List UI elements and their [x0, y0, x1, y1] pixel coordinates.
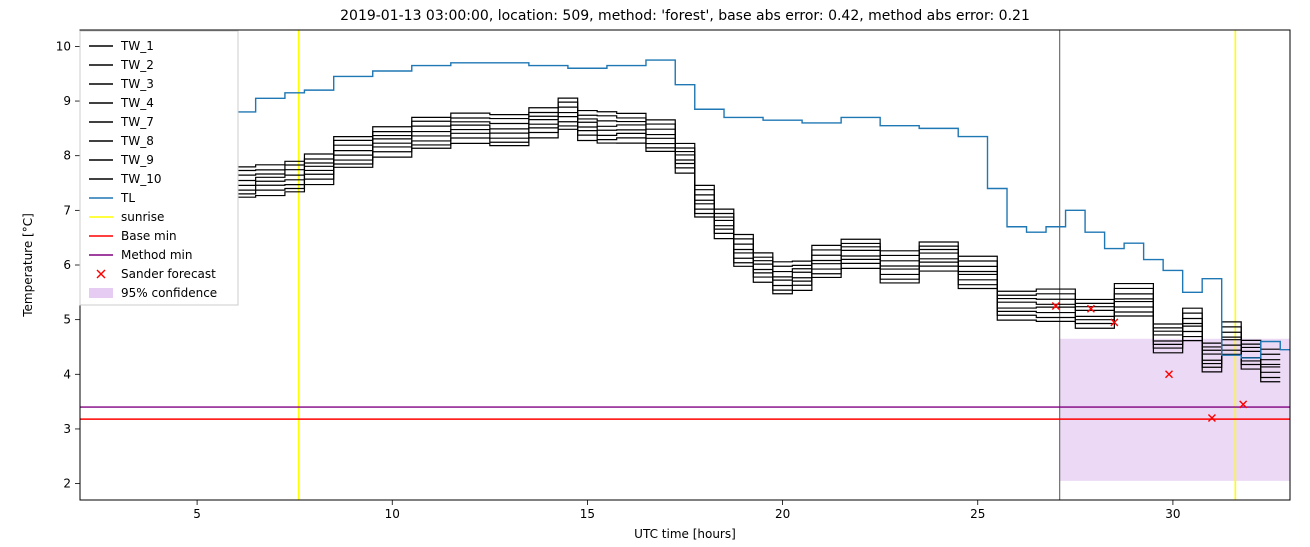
- xtick-label: 25: [970, 507, 985, 521]
- xtick-label: 5: [193, 507, 201, 521]
- chart-svg: 5 10 15 20 25 30 2 3 4 5 6 7 8 9 10 UTC time [hours] Tem…: [0, 0, 1310, 547]
- ytick-label: 5: [63, 313, 71, 327]
- ytick-label: 6: [63, 258, 71, 272]
- xtick-label: 15: [580, 507, 595, 521]
- legend-label-6: TW_9: [120, 153, 154, 167]
- legend-swatch-13: [89, 288, 113, 298]
- legend-label-0: TW_1: [120, 39, 154, 53]
- xtick-label: 20: [775, 507, 790, 521]
- legend-label-5: TW_8: [120, 134, 154, 148]
- chart-container: 5 10 15 20 25 30 2 3 4 5 6 7 8 9 10 UTC time [hours] Tem…: [0, 0, 1310, 547]
- x-axis-label: UTC time [hours]: [634, 527, 736, 541]
- chart-title: 2019-01-13 03:00:00, location: 509, meth…: [340, 8, 1030, 24]
- legend-label-1: TW_2: [120, 58, 154, 72]
- legend-label-9: sunrise: [121, 210, 164, 224]
- legend-label-3: TW_4: [120, 96, 154, 110]
- legend-label-10: Base min: [121, 229, 177, 243]
- legend-label-2: TW_3: [120, 77, 154, 91]
- ytick-label: 8: [63, 149, 71, 163]
- legend-label-4: TW_7: [120, 115, 154, 129]
- legend-label-8: TL: [120, 191, 135, 205]
- ytick-label: 10: [56, 39, 71, 53]
- ytick-label: 7: [63, 203, 71, 217]
- ytick-label: 4: [63, 367, 71, 381]
- xtick-label: 30: [1165, 507, 1180, 521]
- ytick-label: 9: [63, 94, 71, 108]
- legend-label-12: Sander forecast: [121, 267, 216, 281]
- ytick-label: 2: [63, 477, 71, 491]
- y-axis-label: Temperature [°C]: [21, 213, 35, 318]
- xtick-label: 10: [385, 507, 400, 521]
- legend-box: [80, 31, 238, 305]
- confidence-band: [1060, 339, 1290, 481]
- legend-label-13: 95% confidence: [121, 286, 217, 300]
- legend-label-11: Method min: [121, 248, 192, 262]
- ytick-label: 3: [63, 422, 71, 436]
- legend-label-7: TW_10: [120, 172, 161, 186]
